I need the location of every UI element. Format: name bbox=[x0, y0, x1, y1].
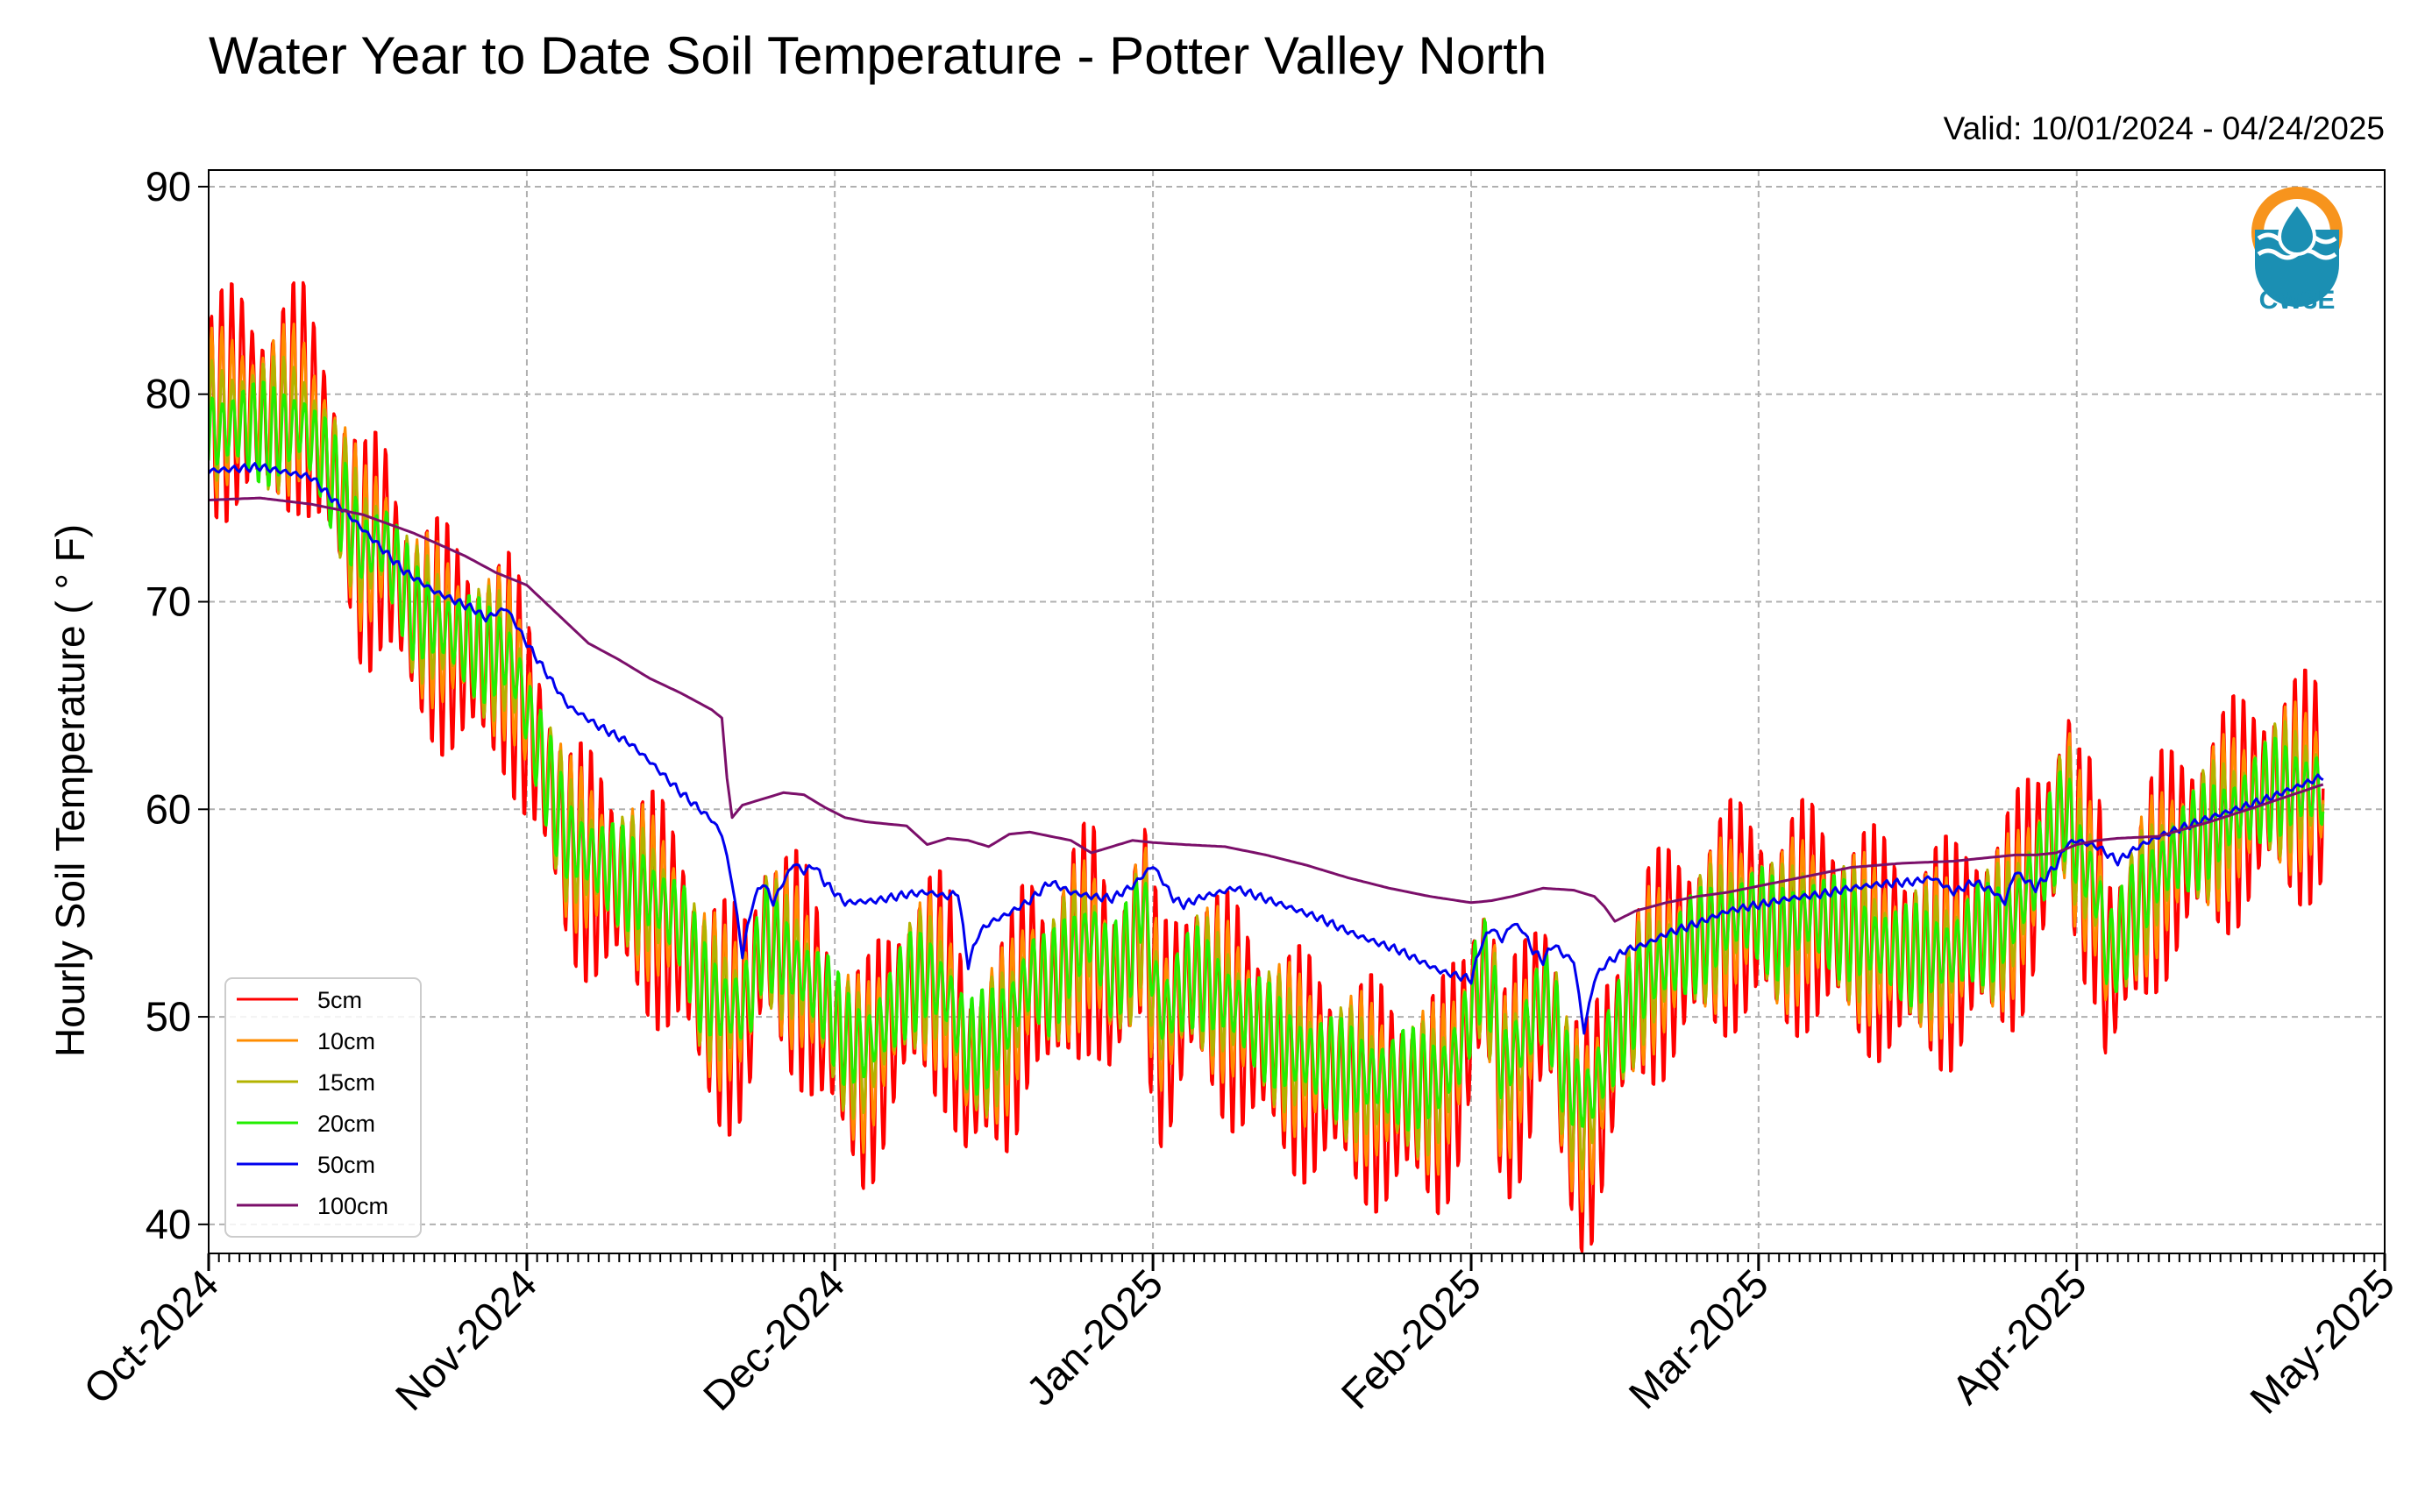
y-tick-label: 40 bbox=[146, 1201, 191, 1247]
series-line-50cm bbox=[209, 462, 2324, 1035]
y-axis-label: Hourly Soil Temperature ( ° F) bbox=[47, 524, 93, 1057]
chart-title: Water Year to Date Soil Temperature - Po… bbox=[209, 26, 1547, 85]
series-lines bbox=[209, 280, 2325, 1253]
logo-water-icon bbox=[2255, 230, 2339, 307]
logo-text: CW3E bbox=[2259, 286, 2336, 315]
legend-label: 100cm bbox=[317, 1193, 388, 1219]
cw3e-logo: CW3E bbox=[2251, 187, 2343, 315]
y-axis: 40 50 60 70 80 90 bbox=[146, 163, 209, 1247]
legend-label: 50cm bbox=[317, 1152, 375, 1178]
y-tick-label: 80 bbox=[146, 371, 191, 417]
legend: 5cm 10cm 15cm 20cm 50cm 100cm bbox=[224, 977, 422, 1238]
legend-label: 10cm bbox=[317, 1028, 375, 1054]
y-tick-label: 60 bbox=[146, 785, 191, 832]
legend-label: 15cm bbox=[317, 1069, 375, 1096]
valid-range-subtitle: Valid: 10/01/2024 - 04/24/2025 bbox=[1944, 110, 2385, 146]
legend-label: 5cm bbox=[317, 987, 362, 1013]
series-line-20cm bbox=[209, 380, 2325, 1132]
legend-label: 20cm bbox=[317, 1111, 375, 1137]
y-tick-label: 90 bbox=[146, 163, 191, 209]
y-tick-label: 70 bbox=[146, 579, 191, 625]
logo-droplet-icon bbox=[2277, 200, 2317, 256]
series-line-100cm bbox=[209, 496, 2324, 923]
legend-frame bbox=[224, 977, 422, 1238]
y-tick-label: 50 bbox=[146, 993, 191, 1040]
plot-area bbox=[209, 280, 2325, 1253]
